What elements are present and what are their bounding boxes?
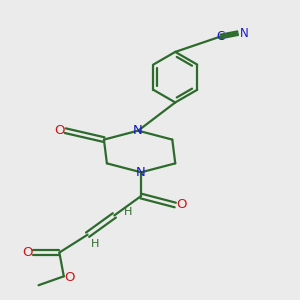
Text: C: C <box>217 30 225 43</box>
Text: O: O <box>55 124 65 137</box>
Text: O: O <box>177 199 187 212</box>
Text: N: N <box>136 166 146 179</box>
Text: N: N <box>240 27 249 40</box>
Text: O: O <box>64 271 74 284</box>
Text: N: N <box>133 124 143 137</box>
Text: H: H <box>124 207 132 218</box>
Text: O: O <box>22 246 32 259</box>
Text: H: H <box>91 238 99 249</box>
